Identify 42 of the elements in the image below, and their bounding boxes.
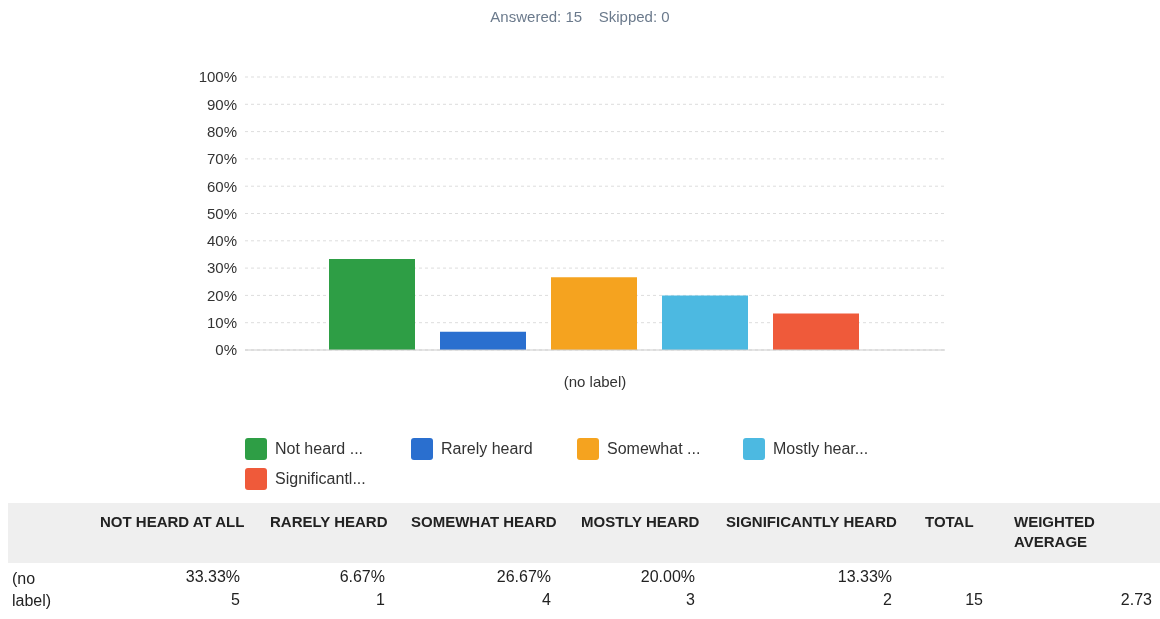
text: 20.00% (640, 568, 695, 586)
legend-label: Significantl... (275, 470, 366, 488)
text: 13.33% (837, 568, 892, 586)
y-tick-label: 70% (206, 150, 237, 168)
text: 26.67% (496, 568, 551, 586)
text: 1 (376, 591, 385, 609)
text: SOMEWHAT HEARD (411, 512, 558, 532)
bar (329, 259, 415, 350)
legend-label: Rarely heard (441, 440, 533, 458)
text: WEIGHTED AVERAGE (1014, 512, 1096, 552)
y-tick-label: 20% (206, 286, 237, 304)
text: NOT HEARD AT ALL (100, 512, 246, 532)
y-tick-label: 30% (206, 259, 237, 277)
y-tick-label: 50% (206, 204, 237, 222)
text: 2.73 (1120, 591, 1152, 609)
y-tick-label: 100% (198, 68, 237, 86)
y-tick-label: 80% (206, 122, 237, 140)
text: MOSTLY HEARD (581, 512, 701, 532)
text: TOTAL (925, 512, 975, 532)
y-tick-label: 10% (206, 314, 237, 332)
bar (773, 313, 859, 350)
y-tick-label: 60% (206, 177, 237, 195)
text: 6.67% (339, 568, 385, 586)
text: 3 (686, 591, 695, 609)
y-tick-label: 0% (215, 341, 237, 359)
text: 15 (965, 591, 983, 609)
text: 5 (231, 591, 240, 609)
text: 4 (542, 591, 551, 609)
text: 33.33% (185, 568, 240, 586)
text: 2 (883, 591, 892, 609)
text: RARELY HEARD (270, 512, 389, 532)
bar (662, 295, 748, 350)
chart-subtitle: Answered: 15 Skipped: 0 (489, 8, 671, 25)
y-tick-label: 40% (206, 232, 237, 250)
text: (no label) (12, 569, 53, 611)
legend-label: Somewhat ... (607, 440, 701, 458)
legend-label: Not heard ... (275, 440, 364, 458)
bar (440, 331, 526, 350)
y-tick-label: 90% (206, 95, 237, 113)
text: SIGNIFICANTLY HEARD (726, 512, 898, 532)
bar (551, 277, 637, 350)
legend-label: Mostly hear... (773, 440, 869, 458)
